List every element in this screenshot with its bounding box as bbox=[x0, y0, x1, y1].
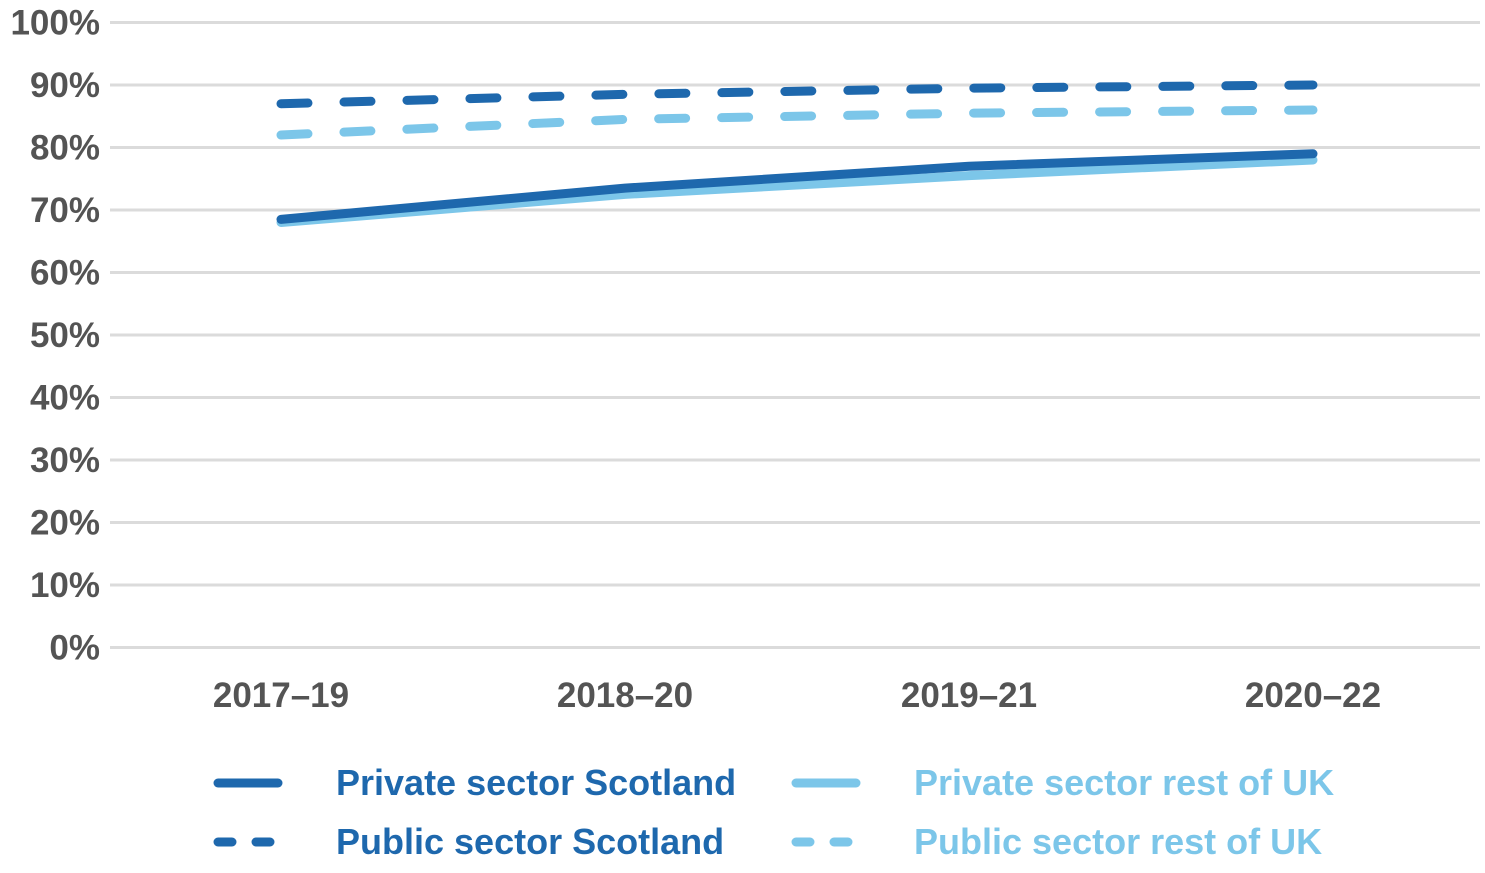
legend-swatch-solid-line-icon bbox=[213, 778, 283, 788]
x-axis-tick-label: 2018–20 bbox=[557, 676, 693, 715]
y-axis-tick-label: 50% bbox=[30, 316, 100, 355]
legend-label: Public sector Scotland bbox=[336, 821, 725, 862]
legend-label: Private sector Scotland bbox=[336, 762, 737, 803]
legend-label: Public sector rest of UK bbox=[914, 821, 1323, 862]
x-axis-tick-label: 2020–22 bbox=[1245, 676, 1381, 715]
series-line-public-sector-rest-of-uk bbox=[276, 105, 1318, 140]
legend-item-private-sector-rest-of-uk: Private sector rest of UK bbox=[790, 760, 1334, 806]
series-line-private-sector-rest-of-uk bbox=[276, 155, 1318, 227]
y-axis-tick-label: 20% bbox=[30, 504, 100, 543]
legend: Private sector Scotland Private sector re… bbox=[212, 760, 1334, 865]
y-axis-tick-label: 40% bbox=[30, 379, 100, 418]
y-axis-tick-label: 70% bbox=[30, 191, 100, 230]
plot-area: 0% 10% 20% 30% 40% 50% 60% 70% 80% 90% 100% 2017–19… bbox=[10, 4, 1480, 715]
y-axis-tick-label: 60% bbox=[30, 254, 100, 293]
legend-swatch-solid-line-icon bbox=[791, 778, 861, 788]
y-axis-tick-label: 90% bbox=[30, 66, 100, 105]
y-axis-tick-label: 100% bbox=[10, 4, 100, 43]
series-line-public-sector-scotland bbox=[276, 80, 1318, 109]
legend-item-public-sector-scotland: Public sector Scotland bbox=[212, 819, 790, 865]
y-axis-tick-label: 30% bbox=[30, 441, 100, 480]
series-line-private-sector-scotland bbox=[276, 149, 1318, 224]
legend-label: Private sector rest of UK bbox=[914, 762, 1335, 803]
x-axis-tick-label: 2019–21 bbox=[901, 676, 1037, 715]
y-axis-tick-label: 0% bbox=[49, 629, 100, 668]
x-axis-tick-label: 2017–19 bbox=[213, 676, 349, 715]
legend-item-private-sector-scotland: Private sector Scotland bbox=[212, 760, 790, 806]
legend-swatch-dashed-line-icon bbox=[213, 837, 283, 847]
y-axis-tick-label: 10% bbox=[30, 566, 100, 605]
y-axis-tick-label: 80% bbox=[30, 129, 100, 168]
legend-item-public-sector-rest-of-uk: Public sector rest of UK bbox=[790, 819, 1334, 865]
legend-swatch-dashed-line-icon bbox=[791, 837, 861, 847]
